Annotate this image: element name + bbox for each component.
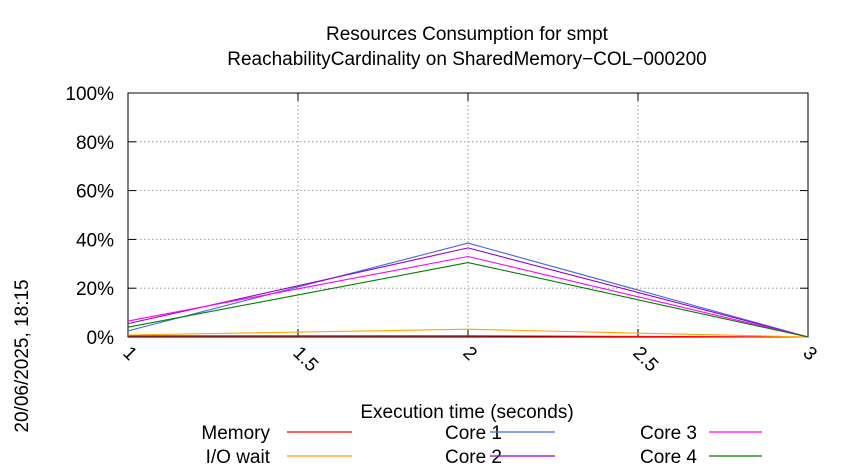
series-lines (127, 242, 809, 338)
x-tick-label: 1 (118, 343, 140, 365)
x-tick-label: 2.5 (628, 343, 662, 377)
y-tick-label: 20% (76, 279, 114, 300)
y-tick-label: 100% (65, 84, 114, 105)
legend-label: Core 1 (445, 423, 502, 444)
y-axis: 0% 20% 40% 60% 80% 100% (65, 84, 808, 349)
legend-label: Core 4 (640, 447, 697, 468)
legend-label: Memory (201, 423, 270, 444)
x-tick-label: 3 (798, 343, 820, 365)
y-tick-label: 60% (76, 182, 114, 203)
series-line-memory (128, 335, 809, 338)
legend-label: Core 3 (640, 423, 697, 444)
legend-label: Core 2 (445, 447, 502, 468)
x-tick-label: 2 (458, 343, 480, 365)
legend: Memory I/O wait Core 1 Core 2 Core 3 Core 4 (201, 423, 762, 468)
series-line-core-1 (127, 242, 809, 338)
series-line-core-4 (127, 262, 809, 338)
y-tick-label: 80% (76, 133, 114, 154)
x-tick-label: 1.5 (288, 343, 322, 377)
x-axis-label: Execution time (seconds) (360, 402, 573, 423)
grid (128, 93, 808, 337)
legend-label: I/O wait (206, 447, 271, 468)
chart-subtitle: ReachabilityCardinality on SharedMemory−… (227, 49, 707, 70)
y-tick-label: 40% (76, 230, 114, 251)
series-line-core-2 (127, 247, 809, 338)
series-line-core-3 (127, 255, 809, 338)
timestamp-label: 20/06/2025, 18:15 (12, 279, 33, 432)
chart-title: Resources Consumption for smpt (326, 24, 609, 45)
series-line-i-o-wait (127, 328, 809, 338)
y-tick-label: 0% (87, 328, 115, 349)
